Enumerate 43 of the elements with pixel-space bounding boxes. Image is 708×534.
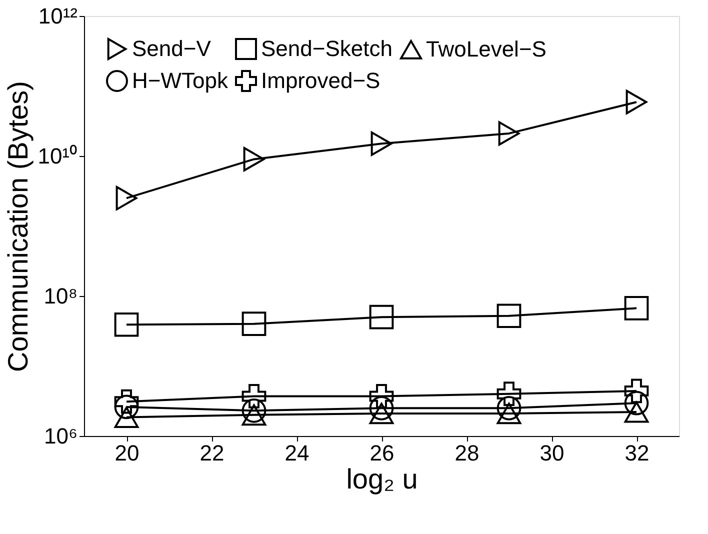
x-axis-title: log₂ u bbox=[346, 464, 418, 494]
legend-label: TwoLevel−S bbox=[426, 36, 546, 62]
point bbox=[369, 396, 394, 420]
point bbox=[242, 398, 266, 423]
x-tick-label: 20 bbox=[114, 440, 140, 466]
point bbox=[496, 304, 522, 328]
point bbox=[496, 382, 522, 406]
y-tick-label: 10¹² bbox=[38, 4, 78, 28]
point bbox=[624, 401, 649, 423]
x-tick-label: 22 bbox=[200, 440, 224, 466]
point bbox=[369, 304, 394, 330]
point bbox=[370, 131, 392, 156]
point bbox=[369, 402, 394, 424]
point bbox=[114, 312, 139, 337]
point bbox=[624, 390, 649, 416]
point bbox=[114, 389, 139, 414]
y-tick-label: 10¹⁰ bbox=[38, 144, 78, 168]
point bbox=[242, 404, 266, 426]
point bbox=[626, 90, 648, 114]
point bbox=[496, 396, 522, 420]
x-tick-label: 30 bbox=[540, 440, 564, 466]
x-tick-label: 32 bbox=[624, 440, 650, 466]
legend-label: Improved−S bbox=[261, 68, 380, 93]
y-axis-title: Communication (Bytes) bbox=[2, 81, 34, 372]
y-tick-label: 10⁶ bbox=[44, 424, 78, 448]
point bbox=[242, 384, 266, 408]
point bbox=[116, 186, 138, 210]
y-tick-label: 10⁸ bbox=[44, 284, 78, 308]
point bbox=[114, 406, 139, 428]
legend-label: H−WTopk bbox=[132, 68, 229, 93]
x-tick-label: 24 bbox=[284, 440, 310, 466]
point bbox=[496, 402, 522, 424]
point bbox=[498, 121, 520, 146]
x-tick-label: 26 bbox=[370, 440, 394, 466]
point bbox=[624, 296, 649, 320]
point bbox=[624, 378, 649, 404]
legend-label: Send−V bbox=[132, 36, 212, 61]
point bbox=[369, 384, 394, 408]
x-tick-label: 28 bbox=[454, 440, 480, 466]
point bbox=[242, 312, 266, 336]
point bbox=[243, 147, 265, 172]
point bbox=[114, 394, 139, 420]
legend-label: Send−Sketch bbox=[261, 36, 392, 61]
